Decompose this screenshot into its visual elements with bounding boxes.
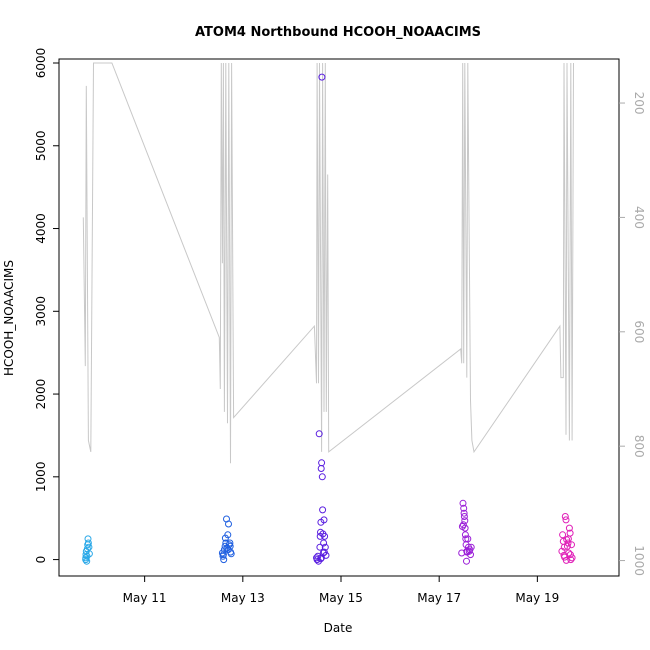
data-point [321, 543, 329, 551]
data-point [226, 539, 234, 547]
secondary-line-layer [82, 62, 574, 464]
y-tick-label: 0 [34, 556, 48, 564]
data-point [318, 459, 326, 467]
data-point [222, 539, 230, 547]
data-point [84, 535, 92, 543]
x-tick-label: May 19 [515, 591, 559, 605]
y-tick-label: 5000 [34, 130, 48, 161]
data-point [220, 556, 228, 564]
data-point [315, 430, 323, 438]
data-point [85, 550, 93, 558]
data-point [565, 549, 573, 557]
data-point [568, 541, 575, 549]
data-point [82, 554, 90, 562]
data-point [564, 539, 572, 547]
y2-axis: 200 400 600 800 1000 [619, 92, 646, 576]
data-point [219, 551, 227, 559]
data-point [567, 556, 575, 564]
data-point [83, 557, 91, 565]
x-axis: May 11 May 13 May 15 May 17 May 19 [123, 576, 559, 605]
data-point [85, 543, 93, 551]
data-point [318, 473, 326, 481]
data-point [461, 517, 469, 525]
data-point [221, 534, 229, 542]
data-point [316, 532, 324, 540]
data-point [225, 520, 232, 528]
data-point [460, 513, 468, 520]
y2-tick-label: 200 [632, 92, 646, 115]
plot-frame [58, 58, 620, 577]
data-point [320, 548, 328, 556]
data-point [459, 499, 467, 507]
y-axis: 0 1000 2000 3000 4000 5000 6000 [34, 48, 59, 564]
data-point [317, 555, 325, 563]
chart-title: ATOM4 Northbound HCOOH_NOAACIMS [195, 25, 481, 40]
data-point [564, 535, 572, 543]
data-point [319, 506, 327, 514]
data-point [224, 546, 232, 554]
data-point [467, 551, 474, 559]
data-point [320, 516, 328, 524]
x-tick-label: May 13 [221, 591, 265, 605]
y-tick-label: 3000 [34, 296, 48, 327]
y-tick-label: 6000 [34, 48, 48, 79]
y2-tick-label: 800 [632, 435, 646, 458]
x-tick-label: May 11 [123, 591, 167, 605]
data-point [464, 535, 472, 543]
data-point [461, 524, 469, 532]
y-tick-label: 1000 [34, 462, 48, 493]
data-point [568, 554, 576, 562]
data-point [566, 551, 574, 559]
y-tick-label: 2000 [34, 379, 48, 410]
data-point [463, 557, 470, 565]
data-point [84, 539, 92, 547]
data-point [560, 543, 568, 551]
y-axis-label: HCOOH_NOAACIMS [2, 260, 16, 376]
data-point [467, 543, 475, 551]
data-point [313, 556, 321, 564]
data-point [317, 465, 325, 472]
data-point [562, 556, 570, 564]
data-point [460, 509, 468, 517]
data-point [318, 73, 326, 81]
x-tick-label: May 15 [319, 591, 363, 605]
data-point [563, 542, 571, 550]
y2-tick-label: 600 [632, 320, 646, 343]
data-point [321, 532, 329, 540]
data-point [460, 504, 468, 512]
y2-tick-label: 1000 [632, 545, 646, 576]
data-point [316, 543, 324, 551]
secondary-line-series [82, 62, 574, 464]
data-point [561, 553, 569, 561]
y2-tick-label: 400 [632, 206, 646, 229]
data-point [320, 539, 328, 547]
scatter-points-layer [82, 73, 576, 565]
data-point [459, 521, 467, 529]
data-point [562, 516, 570, 524]
data-point [317, 554, 325, 562]
data-point [565, 524, 573, 532]
data-point [559, 531, 567, 539]
y-tick-label: 4000 [34, 213, 48, 244]
x-tick-label: May 17 [417, 591, 461, 605]
x-axis-label: Date [324, 621, 353, 635]
data-point [226, 542, 234, 550]
data-point [561, 513, 569, 520]
